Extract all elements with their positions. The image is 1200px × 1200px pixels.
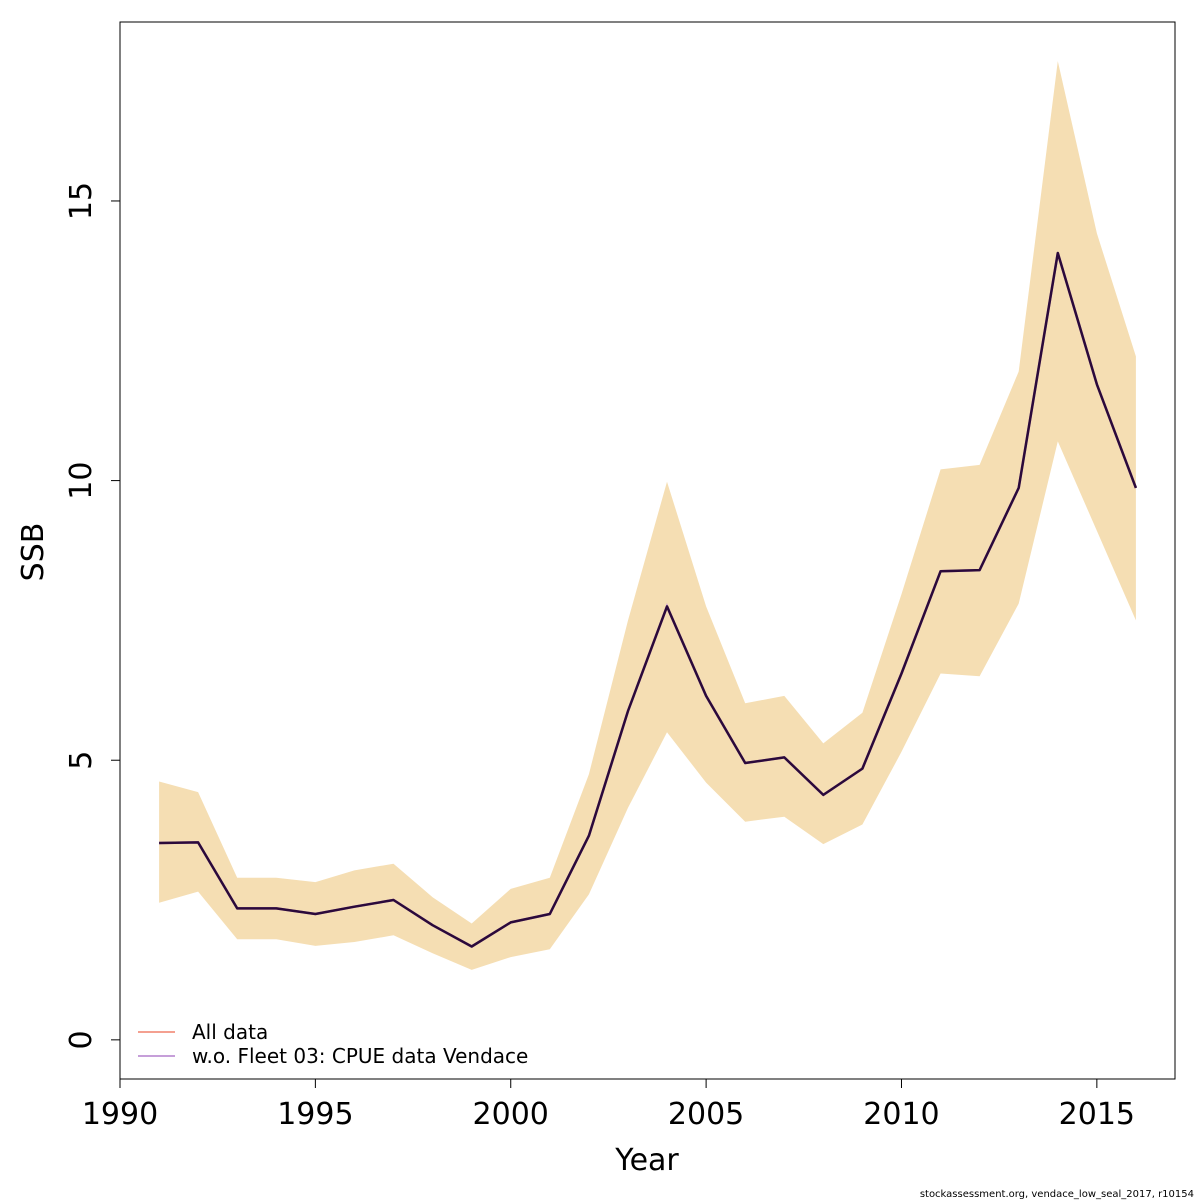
y-tick-label: 5: [64, 751, 99, 770]
footnote: stockassessment.org, vendace_low_seal_20…: [920, 1189, 1194, 1200]
x-tick-label: 2005: [668, 1097, 744, 1132]
x-tick-label: 1990: [82, 1097, 158, 1132]
x-tick-label: 2015: [1059, 1097, 1135, 1132]
legend-label-2: w.o. Fleet 03: CPUE data Vendace: [192, 1044, 528, 1068]
y-tick-label: 15: [64, 182, 99, 220]
x-tick-label: 1995: [277, 1097, 353, 1132]
x-tick-label: 2000: [473, 1097, 549, 1132]
estimate-line: [159, 251, 1138, 948]
y-tick-label: 0: [64, 1030, 99, 1049]
x-tick-label: 2010: [863, 1097, 939, 1132]
legend-label-1: All data: [192, 1020, 268, 1044]
series-line-layer: [159, 251, 1138, 948]
confidence-band-layer: [159, 61, 1136, 970]
y-axis-title: SSB: [16, 523, 51, 582]
x-axis: 1990 1995 2000 2005 2010 2015: [82, 1078, 1135, 1132]
y-axis: 0 5 10 15: [64, 182, 121, 1049]
confidence-band: [159, 61, 1136, 970]
x-axis-title: Year: [614, 1143, 679, 1178]
y-tick-label: 10: [64, 462, 99, 500]
